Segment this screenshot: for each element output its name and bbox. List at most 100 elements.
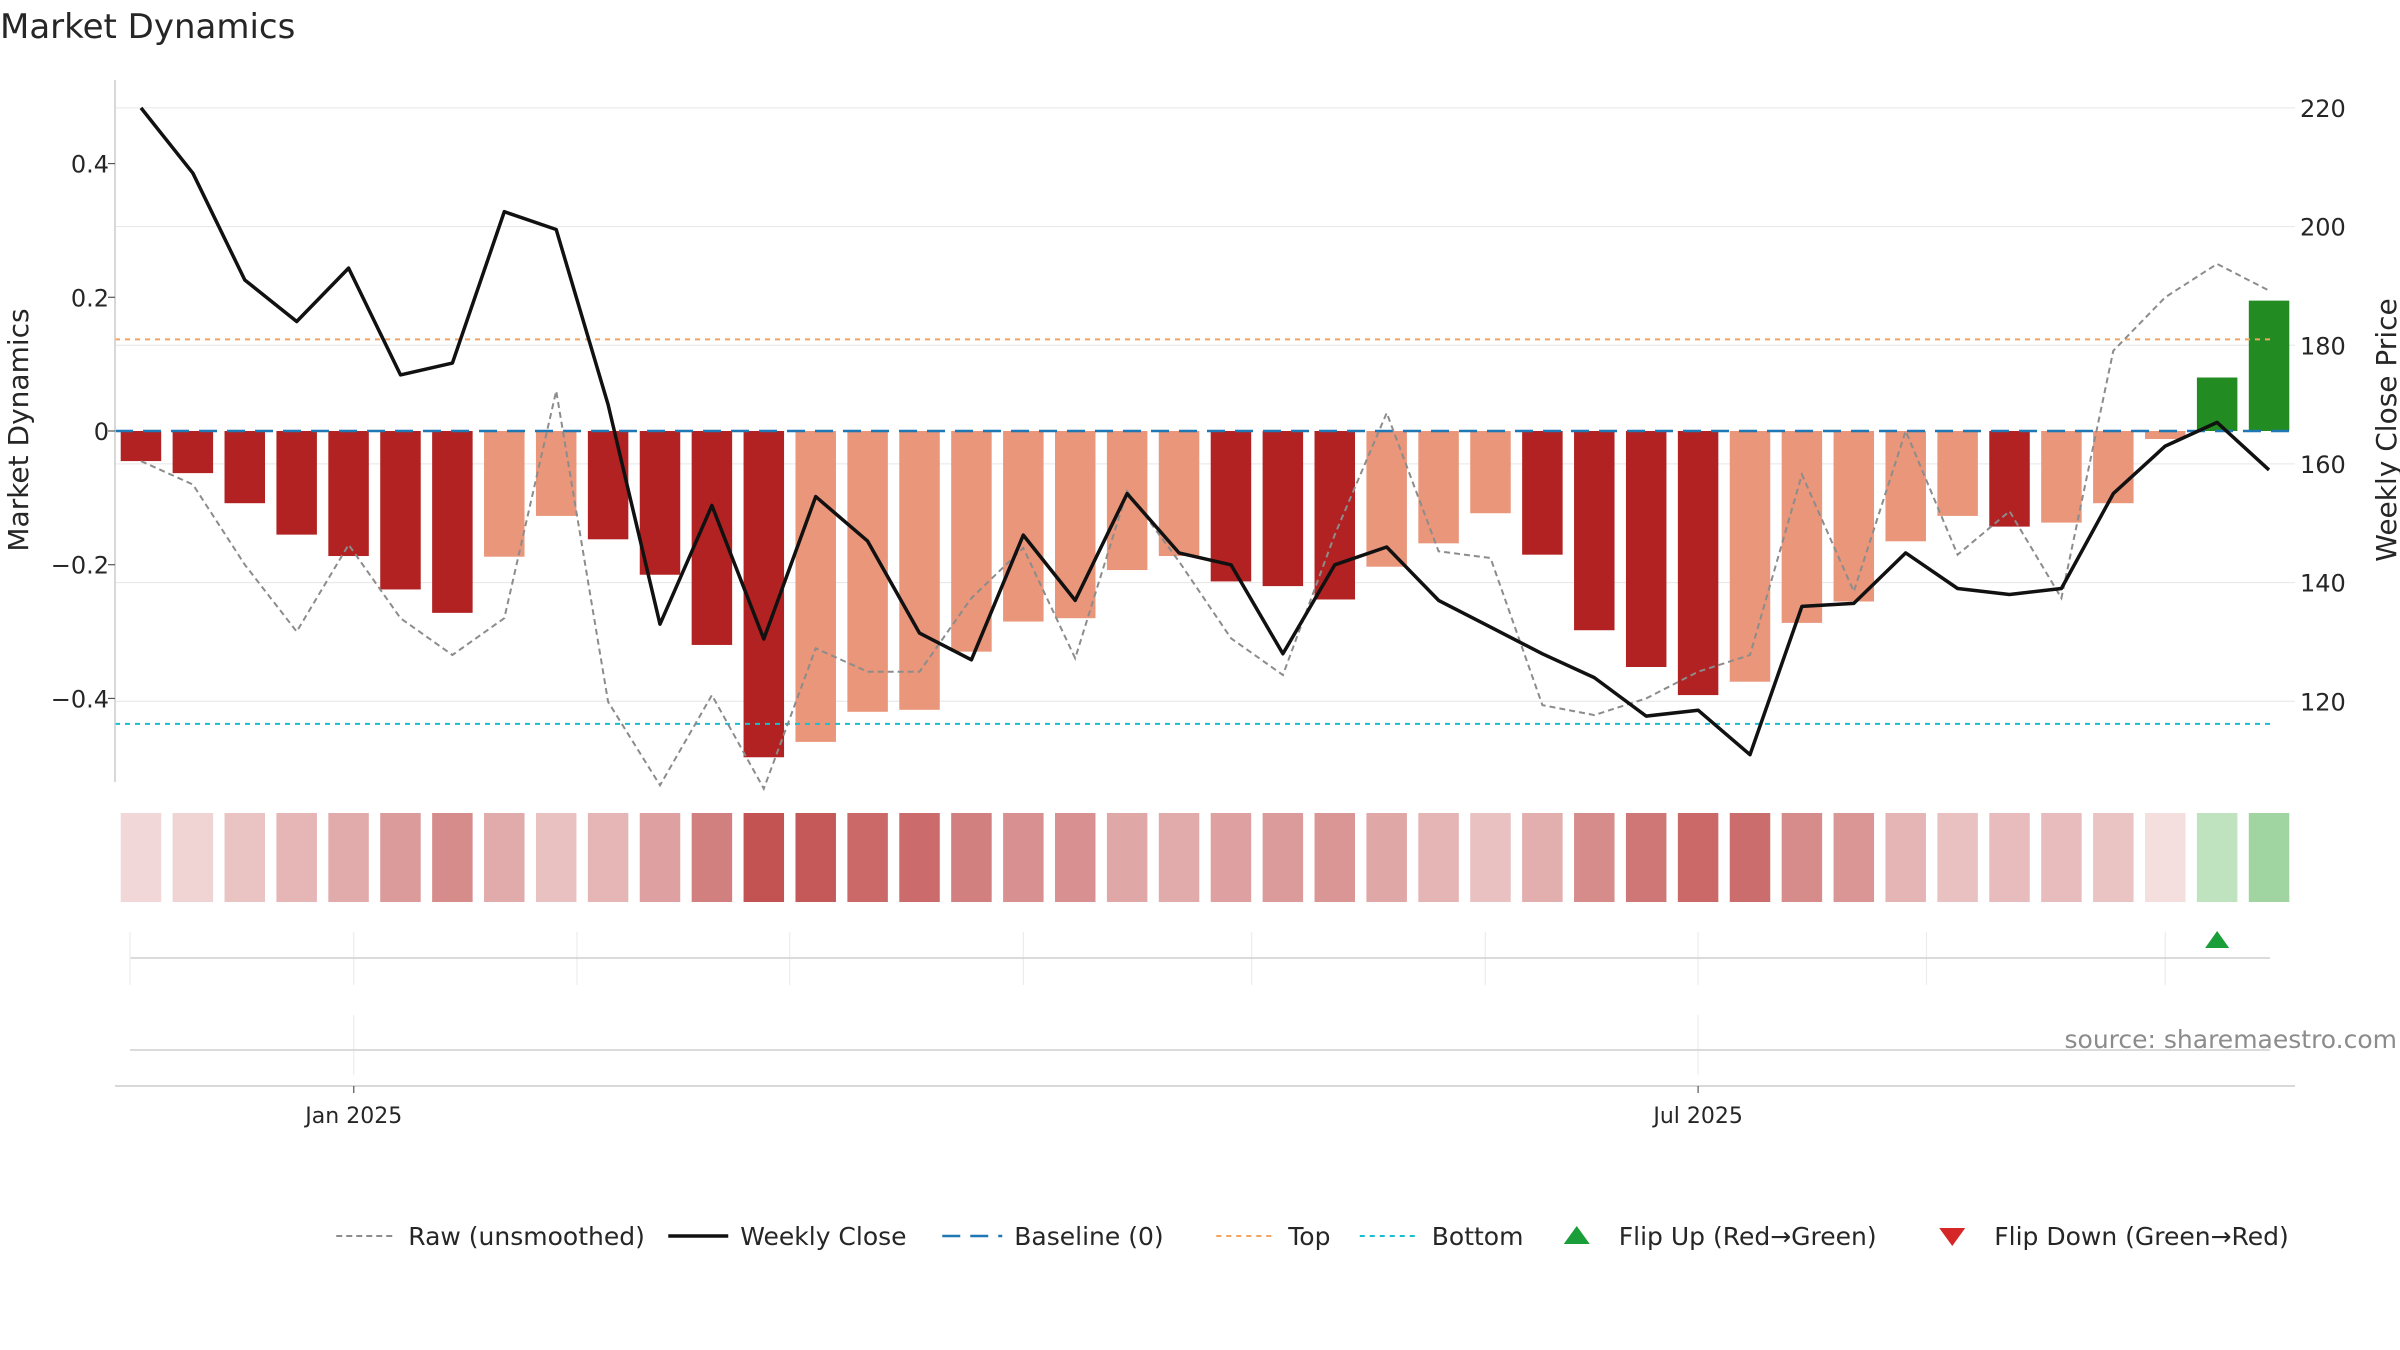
legend-label: Flip Up (Red→Green) [1619, 1222, 1877, 1251]
left-tick-label: 0.4 [71, 151, 109, 179]
legend-item-top: Top [1216, 1222, 1330, 1251]
bar [1106, 431, 1148, 571]
strip-cell [276, 813, 317, 902]
intensity-strip [120, 813, 2290, 902]
strip-cell [743, 813, 785, 902]
bar [484, 431, 525, 557]
strip-cell [1158, 813, 1200, 902]
bar [2041, 431, 2082, 523]
bar [432, 431, 473, 613]
bar [1937, 431, 1978, 516]
bar [587, 431, 629, 540]
bar [2144, 431, 2186, 440]
bar [743, 431, 785, 758]
strip-cell [639, 813, 681, 902]
right-tick-label: 160 [2300, 451, 2346, 479]
legend-item-close: Weekly Close [668, 1222, 907, 1251]
bar [1054, 431, 1096, 619]
left-tick-label: 0.2 [71, 284, 109, 312]
bar [276, 431, 317, 535]
flip-up-marker [2205, 931, 2230, 948]
right-tick-label: 220 [2300, 95, 2346, 123]
bar [795, 431, 836, 742]
strip-cell [484, 813, 525, 902]
strip-cell [224, 813, 266, 902]
bar [1210, 431, 1252, 582]
strip-cell [328, 813, 369, 902]
strip-cell [1522, 813, 1563, 902]
strip-cell [172, 813, 214, 902]
bar [1418, 431, 1459, 544]
left-tick-label: 0 [94, 418, 109, 446]
right-tick-label: 120 [2300, 688, 2346, 716]
x-axis: Jan 2025 Jul 2025 [115, 1085, 2295, 1129]
legend: Raw (unsmoothed) Weekly Close Baseline (0)… [336, 1222, 2289, 1251]
bar-layer [120, 300, 2290, 758]
bar [120, 431, 162, 462]
x-tick-label: Jan 2025 [303, 1104, 402, 1129]
bar [1366, 431, 1407, 567]
strip-cell [951, 813, 992, 902]
bar [380, 431, 421, 590]
y-axis-label-right: Weekly Close Price [2370, 298, 2400, 561]
strip-cell [1625, 813, 1667, 902]
strip-cell [2144, 813, 2186, 902]
bar [2248, 300, 2290, 431]
strip-cell [795, 813, 836, 902]
strip-cell [899, 813, 940, 902]
strip-cell [1003, 813, 1044, 902]
strip-cell [1937, 813, 1978, 902]
strip-cell [535, 813, 577, 902]
strip-cell [2041, 813, 2082, 902]
strip-cell [1210, 813, 1252, 902]
chart-title: Market Dynamics [0, 7, 295, 47]
right-tick-label: 200 [2300, 214, 2346, 242]
legend-item-raw: Raw (unsmoothed) [336, 1222, 645, 1251]
right-tick-label: 180 [2300, 332, 2346, 360]
legend-item-bottom: Bottom [1359, 1222, 1524, 1251]
bar [328, 431, 369, 557]
legend-label: Bottom [1432, 1222, 1524, 1251]
strip-cell [1366, 813, 1407, 902]
strip-cell [1833, 813, 1875, 902]
flip-panel [129, 931, 2270, 1075]
bar [1625, 431, 1667, 668]
weekly-close-line [139, 106, 2271, 757]
bar [899, 431, 940, 710]
strip-cell [1262, 813, 1304, 902]
bar [1470, 431, 1511, 514]
legend-item-baseline: Baseline (0) [942, 1222, 1164, 1251]
strip-cell [1885, 813, 1926, 902]
bar [1833, 431, 1875, 602]
legend-label: Weekly Close [740, 1222, 906, 1251]
legend-item-flipup: Flip Up (Red→Green) [1563, 1222, 1877, 1251]
bar [847, 431, 888, 712]
raw-line [140, 262, 2270, 792]
strip-cell [1781, 813, 1823, 902]
source-note: source: sharemaestro.com [2065, 1025, 2398, 1054]
strip-cell [1677, 813, 1719, 902]
bar [2093, 431, 2134, 504]
bar [172, 431, 214, 474]
legend-swatch-flip-down [1939, 1228, 1966, 1246]
bar [1677, 431, 1719, 696]
bar [1989, 431, 2030, 527]
strip-cell [380, 813, 421, 902]
bar [1885, 431, 1926, 542]
bar [1781, 431, 1823, 623]
strip-cell [1989, 813, 2030, 902]
left-tick-label: −0.4 [51, 685, 109, 713]
strip-cell [1470, 813, 1511, 902]
strip-cell [847, 813, 888, 902]
grid-layer [115, 107, 2295, 702]
legend-label: Raw (unsmoothed) [408, 1222, 645, 1251]
strip-cell [2093, 813, 2134, 902]
left-tick-label: −0.2 [51, 552, 109, 580]
legend-label: Top [1287, 1222, 1330, 1251]
strip-cell [691, 813, 733, 902]
bar [1003, 431, 1044, 622]
legend-item-flipdown: Flip Down (Green→Red) [1939, 1222, 2289, 1251]
bar [224, 431, 266, 504]
right-tick-label: 140 [2300, 570, 2346, 598]
